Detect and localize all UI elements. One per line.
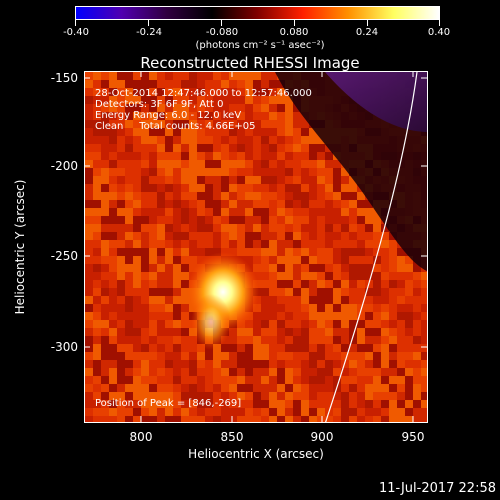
y-tick-label: -250 xyxy=(50,249,78,263)
colorbar-tick-label: -0.080 xyxy=(205,27,239,38)
y-tick-label: -150 xyxy=(50,71,78,85)
time-range: 28-Oct-2014 12:47:46.000 to 12:57:46.000 xyxy=(95,88,312,99)
peak-position: Position of Peak = [846,-269] xyxy=(95,398,242,409)
solar-limb xyxy=(325,72,418,422)
colorbar-tick-label: 0.24 xyxy=(355,27,379,38)
colorbar-tick-label: -0.24 xyxy=(136,27,162,38)
colorbar-tick-label: -0.40 xyxy=(63,27,89,38)
rhessi-map xyxy=(85,72,427,422)
colorbar-units: (photons cm⁻² s⁻¹ asec⁻²) xyxy=(195,40,325,51)
colorbar-tick-label: 0.40 xyxy=(427,27,451,38)
colorbar-tick-label: 0.080 xyxy=(279,27,309,38)
solar-image-panel: 28-Oct-2014 12:47:46.000 to 12:57:46.000… xyxy=(84,71,428,423)
image-title: Reconstructed RHESSI Image xyxy=(140,54,360,72)
energy-range: Energy Range: 6.0 - 12.0 keV xyxy=(95,110,242,121)
y-tick-label: -200 xyxy=(50,159,78,173)
x-axis-label: Heliocentric X (arcsec) xyxy=(188,447,324,461)
colorbar xyxy=(75,6,440,20)
algorithm-counts: Clean Total counts: 4.66E+05 xyxy=(95,121,256,132)
x-tick-label: 800 xyxy=(129,430,153,444)
plot-timestamp: 11-Jul-2017 22:58 xyxy=(378,481,496,496)
negative-region xyxy=(325,72,427,132)
x-tick-label: 900 xyxy=(310,430,334,444)
y-tick-label: -300 xyxy=(50,340,78,354)
x-tick-label: 850 xyxy=(220,430,244,444)
detectors: Detectors: 3F 6F 9F, Att 0 xyxy=(95,99,224,110)
y-axis-label: Heliocentric Y (arcsec) xyxy=(13,179,27,315)
x-tick-label: 950 xyxy=(401,430,425,444)
